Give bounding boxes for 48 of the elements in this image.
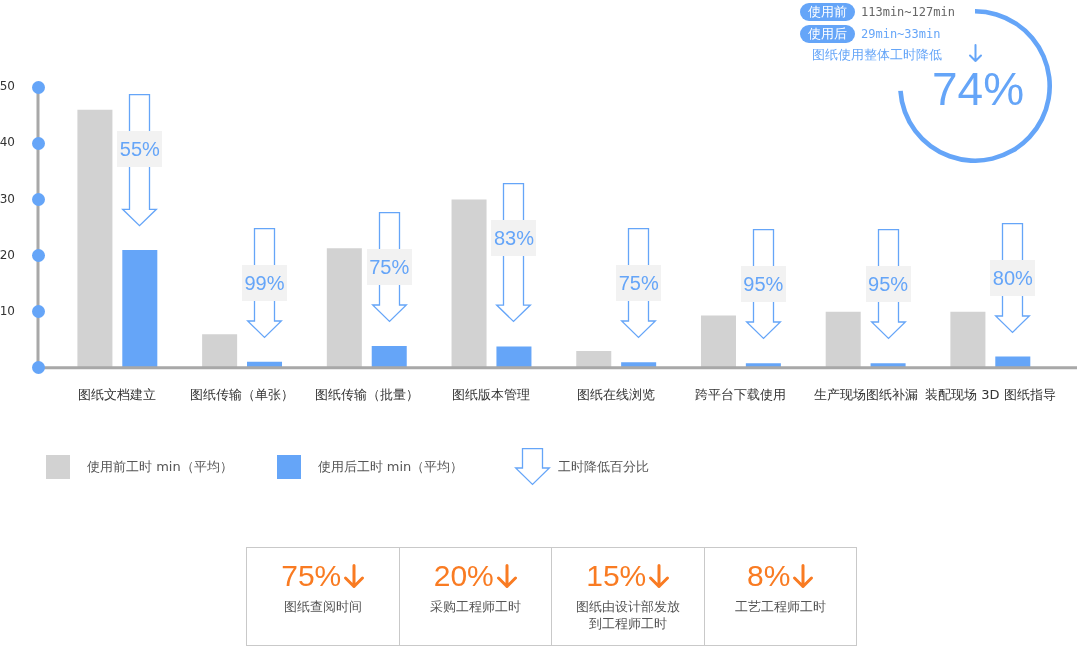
bar (122, 249, 158, 368)
text: 8% (747, 559, 791, 593)
text: 图纸查阅时间 (282, 598, 363, 615)
y-tick-label: 50 (0, 79, 15, 94)
text: 工时降低百分比 (558, 457, 650, 476)
bar (700, 315, 736, 368)
annotation: 80% (990, 259, 1036, 296)
bar (371, 345, 407, 368)
annotation: 95% (740, 266, 786, 303)
y-tick-label: 10 (0, 303, 15, 318)
x-tick-label: 装配现场 3D 图纸指导 (925, 386, 1056, 402)
annotation: 75% (616, 265, 662, 302)
x-tick-label: 图纸在线浏览 (577, 386, 656, 402)
text: 20% (433, 559, 494, 593)
pill-badge: 使用后 (800, 25, 855, 43)
x-tick-label: 图纸文档建立 (78, 386, 157, 402)
y-tick-label: 30 (0, 191, 15, 206)
x-tick-label: 图纸传输（批量） (314, 386, 419, 402)
y-tick-label: 40 (0, 135, 15, 150)
bar (202, 334, 238, 368)
legend-label: 使用后工时 min（平均） (317, 457, 464, 476)
bar (326, 248, 362, 368)
annotation: 83% (491, 220, 537, 257)
text: 113min~127min (861, 5, 955, 19)
text: 图纸使用整体工时降低 (812, 46, 942, 64)
annotation: 95% (865, 266, 911, 303)
legend-label: 使用前工时 min（平均） (87, 457, 233, 476)
annotation: 75% (366, 248, 412, 285)
text: 29min~33min (861, 27, 941, 41)
text: 工艺工程师工时 (733, 598, 827, 615)
x-tick-label: 生产现场图纸补漏 (813, 386, 918, 402)
data-label: 74% (931, 62, 1025, 115)
y-tick-label: 20 (0, 247, 15, 262)
text: 采购工程师工时 (428, 598, 522, 615)
bar (496, 346, 532, 368)
bar (451, 199, 487, 368)
text: 15% (586, 559, 647, 593)
annotation: 99% (242, 264, 288, 301)
pill-badge: 使用前 (800, 3, 855, 21)
annotation: 55% (117, 130, 163, 167)
text: 图纸由设计部发放到工程师工时 (574, 598, 681, 632)
x-tick-label: 跨平台下载使用 (695, 386, 787, 402)
text: 75% (281, 559, 342, 593)
x-tick-label: 图纸版本管理 (452, 386, 531, 402)
bar (825, 311, 861, 368)
bar (77, 109, 113, 368)
bar (950, 311, 986, 368)
x-tick-label: 图纸传输（单张） (190, 386, 295, 402)
